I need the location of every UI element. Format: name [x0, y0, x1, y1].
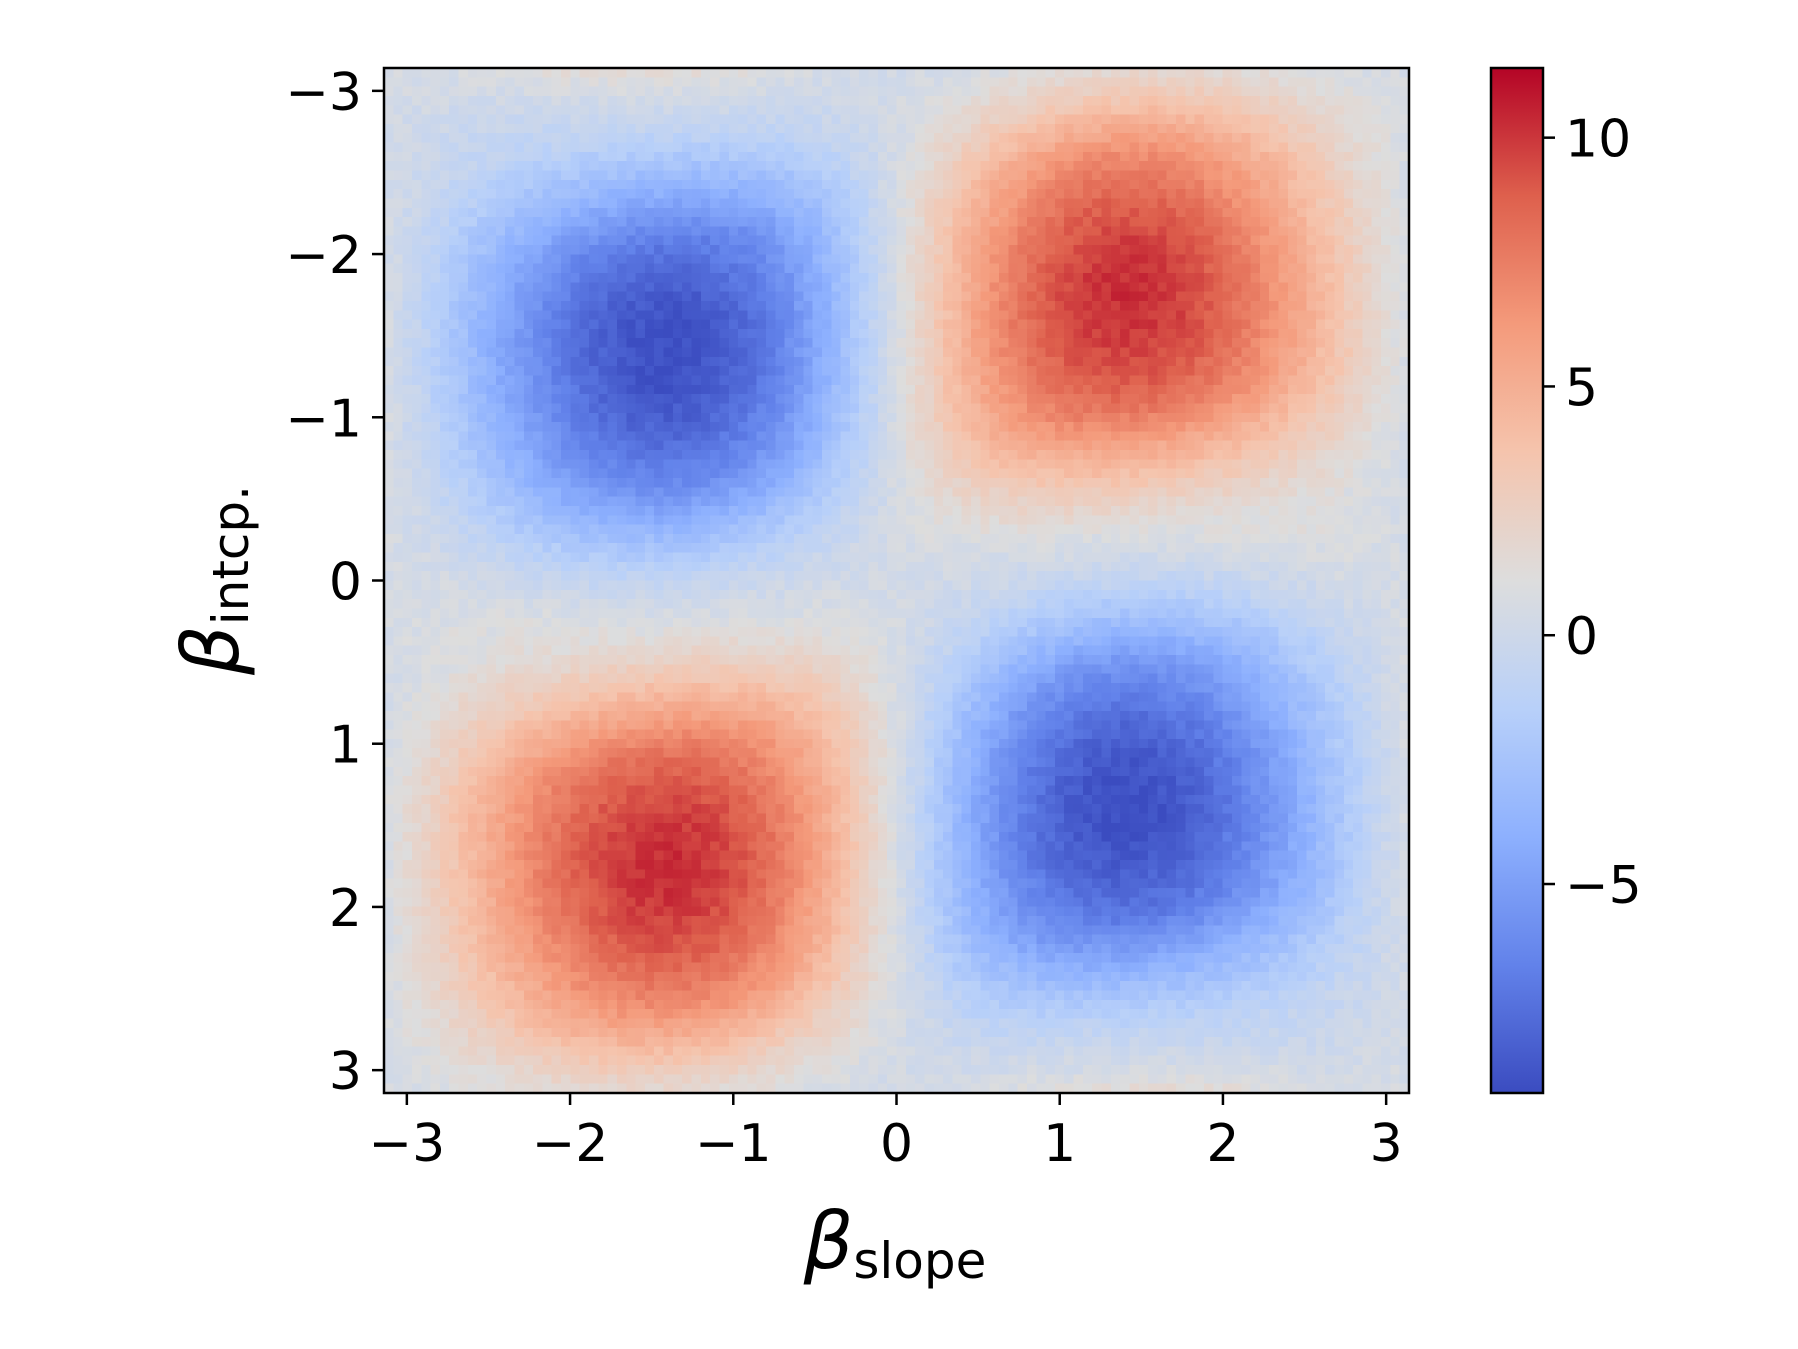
- x-axis-ticks: −3 −2 −1 0 1 2 3: [369, 1093, 1403, 1174]
- x-tick-label: −2: [532, 1114, 609, 1174]
- y-axis-label-subscript: intcp.: [202, 485, 260, 625]
- svg-text:βintcp.: βintcp.: [167, 485, 260, 676]
- y-tick-label: 2: [329, 879, 362, 939]
- colorbar-tick-label: −5: [1565, 856, 1642, 916]
- plot-area: [384, 68, 1409, 1093]
- x-tick-label: 3: [1370, 1114, 1403, 1174]
- y-axis-label-symbol: β: [167, 625, 257, 676]
- y-tick-label: 0: [329, 553, 362, 613]
- x-tick-label: 1: [1043, 1114, 1076, 1174]
- x-axis-label: βslope: [803, 1197, 987, 1290]
- x-axis-label-subscript: slope: [853, 1232, 986, 1290]
- y-axis-ticks: −3 −2 −1 0 1 2 3: [285, 63, 384, 1102]
- colorbar-tick-label: 10: [1565, 110, 1631, 170]
- y-tick-label: −3: [285, 63, 362, 123]
- y-tick-label: −1: [285, 389, 362, 449]
- x-tick-label: −3: [369, 1114, 446, 1174]
- x-tick-label: 2: [1206, 1114, 1239, 1174]
- colorbar-tick-label: 5: [1565, 358, 1598, 418]
- heatmap-image: [384, 68, 1409, 1093]
- colorbar-ticks: 10 5 0 −5: [1543, 110, 1642, 916]
- colorbar-gradient: [1491, 68, 1543, 1093]
- colorbar: 10 5 0 −5: [1491, 68, 1642, 1093]
- y-tick-label: 3: [329, 1042, 362, 1102]
- x-tick-label: −1: [695, 1114, 772, 1174]
- colorbar-tick-label: 0: [1565, 607, 1598, 667]
- svg-text:βslope: βslope: [803, 1197, 987, 1290]
- x-tick-label: 0: [880, 1114, 913, 1174]
- x-axis-label-symbol: β: [803, 1197, 854, 1287]
- y-tick-label: 1: [329, 716, 362, 776]
- y-tick-label: −2: [285, 226, 362, 286]
- y-axis-label: βintcp.: [167, 485, 260, 676]
